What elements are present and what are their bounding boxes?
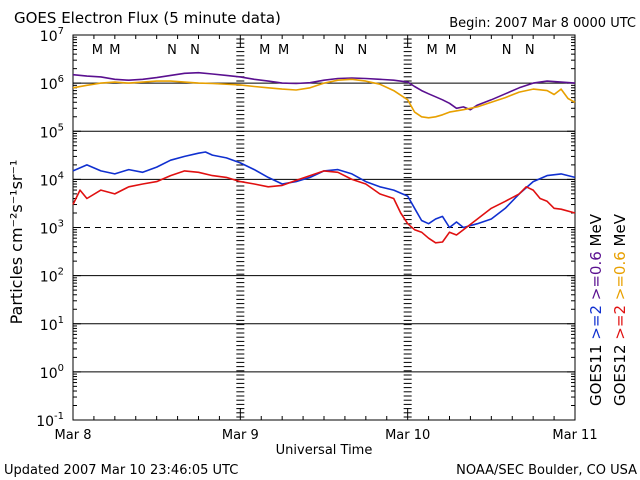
y-axis-ticks: 10-1 100 101 102 103 104 105 106 107: [36, 26, 575, 430]
y-tick-label: 100: [40, 363, 64, 382]
marker-n: N: [502, 43, 512, 58]
series-line-goes12-0-6-mev: [72, 78, 576, 119]
marker-n: N: [334, 43, 344, 58]
marker-m: M: [109, 43, 120, 58]
chart-title: GOES Electron Flux (5 minute data): [14, 9, 281, 27]
marker-m: M: [426, 43, 437, 58]
legend: GOES11 >=2 >=0.6 MeV GOES12 >=2 >=0.6 Me…: [587, 213, 629, 406]
marker-m: M: [92, 43, 103, 58]
credit-line: NOAA/SEC Boulder, CO USA: [456, 463, 637, 478]
updated-timestamp: Updated 2007 Mar 10 23:46:05 UTC: [4, 463, 238, 478]
y-axis-label: Particles cm⁻²s⁻¹sr⁻¹: [7, 160, 26, 325]
legend-goes11: GOES11 >=2 >=0.6 MeV: [587, 213, 605, 406]
begin-date: Begin: 2007 Mar 8 0000 UTC: [449, 16, 636, 31]
legend-goes12-unit: MeV: [611, 213, 629, 246]
marker-n: N: [167, 43, 177, 58]
legend-goes12-satellite: GOES12: [611, 344, 629, 406]
marker-n: N: [190, 43, 200, 58]
legend-goes11-06mev: >=0.6: [587, 251, 605, 300]
marker-n: N: [357, 43, 367, 58]
marker-m: M: [259, 43, 270, 58]
series-line-goes12-2-mev: [72, 170, 576, 244]
x-axis-ticks: Mar 8 Mar 9 Mar 10 Mar 11: [55, 35, 598, 443]
legend-goes11-unit: MeV: [587, 213, 605, 246]
x-tick-label: Mar 11: [552, 428, 597, 443]
marker-n: N: [525, 43, 535, 58]
legend-goes12-2mev: >=2: [611, 305, 629, 340]
marker-m: M: [445, 43, 456, 58]
x-tick-label: Mar 9: [222, 428, 259, 443]
y-tick-label: 107: [40, 26, 64, 45]
y-tick-label: 102: [40, 267, 64, 286]
y-tick-label: 106: [40, 74, 64, 93]
plot-frame: [72, 34, 576, 421]
legend-goes11-satellite: GOES11: [587, 344, 605, 406]
y-tick-label: 101: [40, 315, 64, 334]
legend-goes12: GOES12 >=2 >=0.6 MeV: [611, 213, 629, 406]
y-tick-label: 103: [40, 219, 64, 238]
y-tick-label: 105: [40, 122, 64, 141]
grid-lines: [73, 82, 575, 373]
marker-m: M: [278, 43, 289, 58]
series-line-goes11-2-mev: [72, 151, 576, 229]
series-line-goes11-0-6-mev: [72, 71, 576, 111]
legend-goes12-06mev: >=0.6: [611, 251, 629, 300]
x-tick-label: Mar 8: [55, 428, 92, 443]
data-series: [72, 71, 576, 244]
y-tick-label: 104: [40, 170, 64, 189]
x-tick-label: Mar 10: [385, 428, 430, 443]
y-tick-label: 10-1: [36, 411, 64, 430]
x-axis-label: Universal Time: [276, 443, 373, 458]
legend-goes11-2mev: >=2: [587, 305, 605, 340]
